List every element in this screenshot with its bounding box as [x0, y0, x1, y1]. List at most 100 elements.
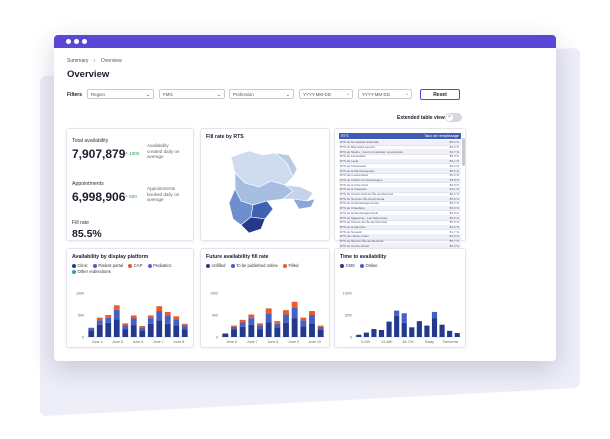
- table-header-rate[interactable]: Taux de remplissage: [424, 133, 459, 138]
- bar-segment[interactable]: [105, 322, 112, 337]
- bar-segment[interactable]: [283, 314, 289, 323]
- bar-segment[interactable]: [257, 325, 263, 330]
- bar-segment[interactable]: [416, 321, 422, 337]
- table-row[interactable]: RTS des Terres-Cries 82.3 %: [339, 234, 461, 240]
- table-row[interactable]: RTS de la Gaspésie 84.1 %: [339, 187, 461, 193]
- bar-segment[interactable]: [409, 327, 415, 337]
- bar-segment[interactable]: [356, 334, 362, 337]
- bar-segment[interactable]: [309, 311, 315, 315]
- legend-item[interactable]: Other redirections: [72, 269, 111, 274]
- bar-segment[interactable]: [130, 315, 137, 319]
- bar-segment[interactable]: [291, 318, 298, 337]
- profession-select[interactable]: Profession ⌄: [229, 89, 294, 99]
- bar-segment[interactable]: [283, 310, 289, 315]
- breadcrumb-root[interactable]: Summary: [67, 58, 89, 64]
- legend-item[interactable]: Patient portal: [92, 263, 123, 268]
- bar-segment[interactable]: [431, 311, 438, 319]
- bar-segment[interactable]: [122, 325, 129, 330]
- extended-table-toggle[interactable]: ×: [445, 113, 462, 122]
- bar-segment[interactable]: [113, 319, 120, 337]
- bar-segment[interactable]: [401, 322, 407, 337]
- table-row[interactable]: RTS de la Montérégie-Est 85.5 %: [339, 168, 461, 174]
- bar-segment[interactable]: [239, 326, 246, 337]
- bar-segment[interactable]: [447, 330, 453, 337]
- bar-segment[interactable]: [300, 320, 307, 327]
- bar-segment[interactable]: [363, 332, 369, 337]
- bar-segment[interactable]: [274, 327, 281, 337]
- legend-item[interactable]: Filled: [283, 263, 299, 268]
- bar-segment[interactable]: [139, 327, 146, 331]
- bar-segment[interactable]: [317, 329, 324, 337]
- bar-segment[interactable]: [394, 310, 400, 316]
- legend-item[interactable]: Pediatrics: [147, 263, 171, 268]
- bar-segment[interactable]: [291, 307, 298, 319]
- table-row[interactable]: RTS de la Capitale-Nationale 85.4 %: [339, 140, 461, 146]
- bar-segment[interactable]: [378, 329, 385, 337]
- bar-segment[interactable]: [394, 315, 400, 337]
- legend-item[interactable]: CAP: [128, 263, 142, 268]
- bar-segment[interactable]: [96, 320, 103, 325]
- table-row[interactable]: RTS du Saguenay - Lac-Saint-Jean 85.6 %: [339, 215, 461, 221]
- table-row[interactable]: RTS de l'Abitibi-Témiscamingue 83.8 %: [339, 177, 461, 184]
- bar-segment[interactable]: [265, 308, 272, 314]
- bar-segment[interactable]: [164, 323, 171, 337]
- bar-segment[interactable]: [291, 301, 298, 308]
- bar-segment[interactable]: [231, 325, 237, 327]
- bar-segment[interactable]: [257, 329, 263, 337]
- bar-segment[interactable]: [130, 325, 137, 337]
- bar-segment[interactable]: [147, 318, 154, 324]
- bar-segment[interactable]: [130, 318, 137, 326]
- bar-segment[interactable]: [105, 317, 112, 323]
- bar-segment[interactable]: [181, 329, 188, 337]
- bar-segment[interactable]: [173, 325, 180, 337]
- bar-segment[interactable]: [181, 323, 188, 326]
- bar-segment[interactable]: [164, 311, 171, 316]
- legend-item[interactable]: Clinic: [72, 263, 88, 268]
- bar-segment[interactable]: [401, 313, 407, 323]
- bar-segment[interactable]: [309, 315, 315, 324]
- legend-item[interactable]: Unfilled: [206, 263, 225, 268]
- map-region-south[interactable]: [250, 200, 274, 220]
- bar-segment[interactable]: [222, 333, 229, 337]
- bar-segment[interactable]: [96, 324, 103, 337]
- bar-segment[interactable]: [113, 305, 120, 310]
- bar-segment[interactable]: [431, 318, 438, 337]
- bar-segment[interactable]: [274, 323, 281, 328]
- bar-segment[interactable]: [317, 325, 324, 327]
- legend-item[interactable]: Online: [359, 263, 378, 268]
- bar-segment[interactable]: [156, 306, 163, 312]
- region-select[interactable]: Region ⌄: [87, 89, 154, 99]
- bar-segment[interactable]: [371, 329, 377, 337]
- date-from-input[interactable]: YYYY-MM-DD ▫: [299, 89, 353, 99]
- bar-segment[interactable]: [231, 329, 237, 337]
- bar-segment[interactable]: [454, 333, 460, 337]
- bar-segment[interactable]: [309, 323, 315, 337]
- bar-segment[interactable]: [265, 322, 272, 337]
- bar-segment[interactable]: [248, 324, 255, 337]
- table-scrollbar[interactable]: [462, 138, 465, 166]
- bar-segment[interactable]: [96, 317, 103, 321]
- bar-segment[interactable]: [239, 319, 246, 323]
- bar-segment[interactable]: [105, 315, 112, 318]
- bar-segment[interactable]: [274, 321, 281, 324]
- legend-item[interactable]: To be published online: [230, 263, 278, 268]
- fmg-select[interactable]: FMG ⌄: [159, 89, 225, 99]
- bar-segment[interactable]: [248, 318, 255, 325]
- bar-segment[interactable]: [300, 317, 307, 321]
- bar-segment[interactable]: [156, 311, 163, 321]
- bar-segment[interactable]: [113, 309, 120, 320]
- map-region-gaspesie[interactable]: [292, 198, 316, 210]
- table-row[interactable]: RTS du Nord-de-l'Île-de-Montréal 85.8 %: [339, 196, 461, 203]
- date-to-input[interactable]: YYYY-MM-DD ▫: [358, 89, 412, 99]
- bar-segment[interactable]: [147, 323, 154, 337]
- table-header-rts[interactable]: RTS: [341, 133, 349, 138]
- bar-segment[interactable]: [122, 329, 129, 337]
- bar-segment[interactable]: [88, 330, 95, 337]
- bar-segment[interactable]: [239, 322, 246, 327]
- bar-segment[interactable]: [122, 323, 129, 326]
- bar-segment[interactable]: [156, 320, 163, 337]
- bar-segment[interactable]: [300, 326, 307, 337]
- bar-segment[interactable]: [139, 330, 146, 337]
- bar-segment[interactable]: [231, 326, 237, 330]
- map-region-north-east[interactable]: [273, 152, 298, 178]
